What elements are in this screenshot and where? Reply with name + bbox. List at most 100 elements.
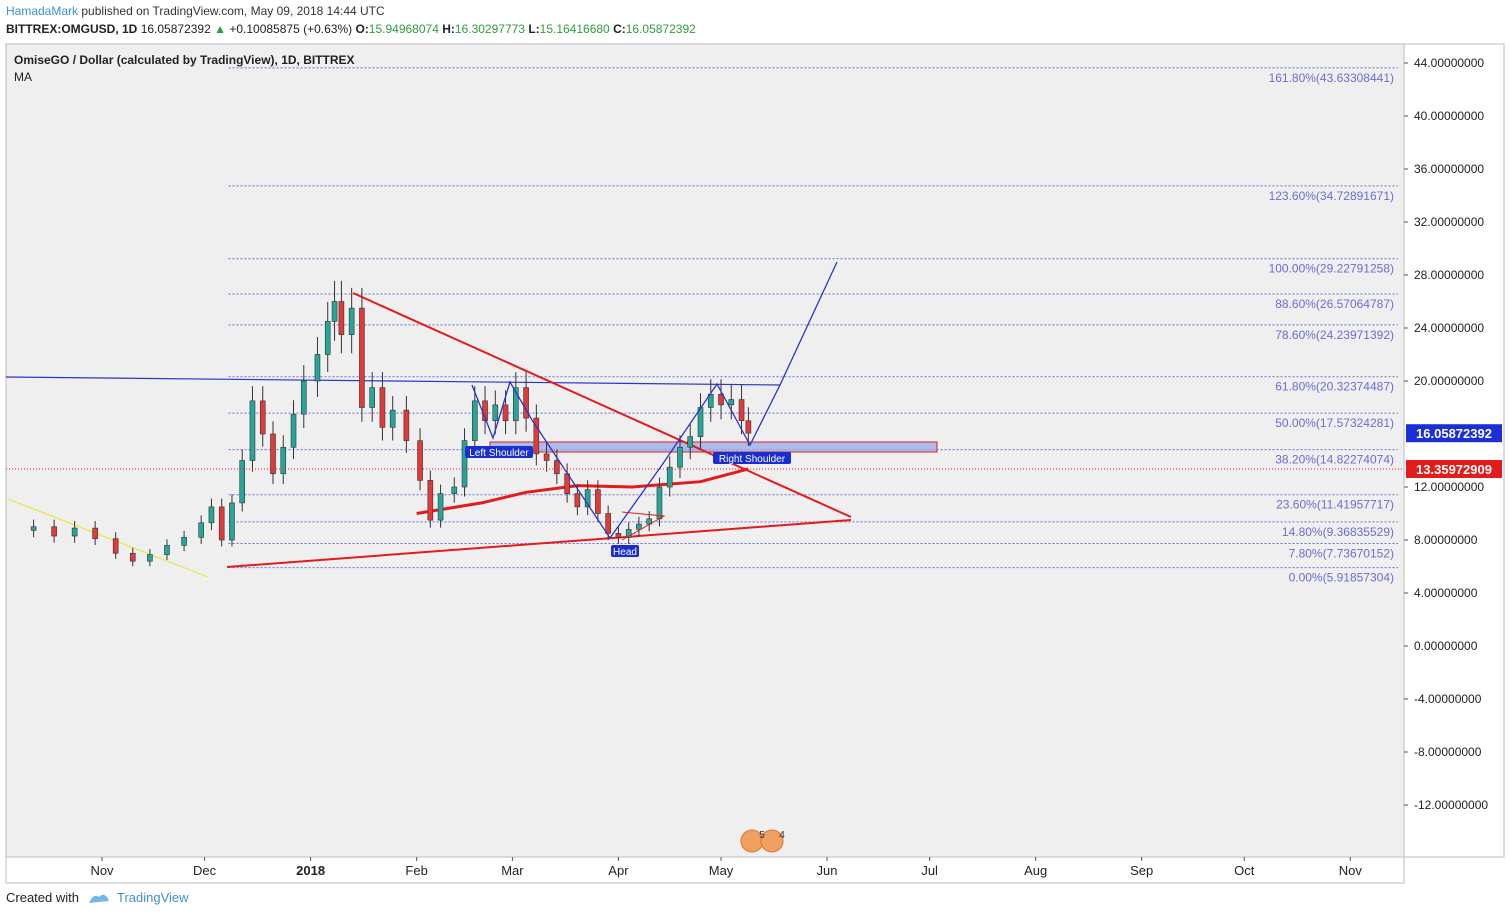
fib-level-label: 7.80%(7.73670152) bbox=[1289, 546, 1394, 560]
head-shoulders-path[interactable] bbox=[471, 261, 838, 540]
candle-body[interactable] bbox=[92, 527, 98, 539]
candle-body[interactable] bbox=[461, 440, 468, 488]
legend-indicator[interactable]: MA bbox=[14, 70, 32, 84]
candle-body[interactable] bbox=[584, 489, 591, 508]
candle-body[interactable] bbox=[331, 301, 338, 322]
candle-body[interactable] bbox=[270, 433, 276, 475]
candle-body[interactable] bbox=[615, 533, 622, 538]
price-tag-label: 13.35972909 bbox=[1416, 462, 1492, 477]
left-shoulder-label-bg bbox=[465, 446, 533, 458]
candle-body[interactable] bbox=[417, 440, 423, 481]
red-lower-trendline[interactable] bbox=[226, 519, 852, 568]
author-link[interactable]: HamadaMark bbox=[6, 4, 79, 18]
y-tick-label: 4.00000000 bbox=[1414, 586, 1478, 600]
candle-body[interactable] bbox=[229, 502, 235, 541]
candle-body[interactable] bbox=[666, 466, 673, 488]
x-tick-label: Aug bbox=[1024, 863, 1047, 878]
candle-body[interactable] bbox=[451, 486, 458, 494]
fib-level-label: 123.60%(34.72891671) bbox=[1269, 189, 1394, 203]
candle-body[interactable] bbox=[324, 321, 331, 355]
time-axis[interactable] bbox=[5, 856, 1405, 884]
price-axis[interactable] bbox=[1403, 43, 1505, 858]
candle-body[interactable] bbox=[147, 554, 153, 562]
ohlc-bar: BITTREX:OMGUSD, 1D 16.05872392 ▲ +0.1008… bbox=[6, 22, 696, 36]
candle-body[interactable] bbox=[728, 399, 735, 406]
tradingview-brand-link[interactable]: TradingView bbox=[116, 890, 189, 905]
fib-level-label: 23.60%(11.41957717) bbox=[1276, 498, 1394, 512]
candle-body[interactable] bbox=[71, 527, 78, 537]
candle-body[interactable] bbox=[533, 417, 540, 455]
event-flag-icon-b[interactable] bbox=[760, 829, 784, 853]
candle-body[interactable] bbox=[437, 493, 444, 521]
fib-level-label: 0.00%(5.91857304) bbox=[1289, 571, 1394, 585]
candle-body[interactable] bbox=[389, 409, 396, 428]
head-label[interactable]: Head bbox=[613, 547, 637, 558]
candle-body[interactable] bbox=[359, 307, 365, 408]
candle-body[interactable] bbox=[51, 526, 57, 537]
candle-body[interactable] bbox=[30, 526, 37, 531]
fib-level-label: 50.00%(17.57324281) bbox=[1275, 416, 1394, 430]
open-label: O: bbox=[355, 22, 369, 36]
candle-body[interactable] bbox=[403, 409, 410, 441]
fib-level-label: 161.80%(43.63308441) bbox=[1269, 71, 1394, 85]
candle-body[interactable] bbox=[208, 506, 215, 524]
price-tag-label: 16.05872392 bbox=[1416, 426, 1492, 441]
legend-title: OmiseGO / Dollar (calculated by TradingV… bbox=[14, 53, 355, 67]
y-tick-label: 12.00000000 bbox=[1414, 480, 1484, 494]
candle-body[interactable] bbox=[369, 387, 375, 408]
candle-body[interactable] bbox=[636, 523, 642, 530]
candle-body[interactable] bbox=[595, 489, 601, 514]
candle-body[interactable] bbox=[687, 436, 694, 448]
candle-body[interactable] bbox=[290, 413, 297, 448]
candle-body[interactable] bbox=[523, 387, 529, 419]
candle-body[interactable] bbox=[164, 544, 170, 555]
y-tick-label: -12.00000000 bbox=[1414, 798, 1488, 812]
candle-body[interactable] bbox=[379, 387, 386, 428]
candle-body[interactable] bbox=[259, 400, 266, 435]
candle-body[interactable] bbox=[543, 453, 550, 461]
candle-body[interactable] bbox=[112, 538, 119, 554]
candle-body[interactable] bbox=[513, 387, 519, 422]
candle-body[interactable] bbox=[239, 460, 246, 504]
pattern-layer bbox=[471, 261, 838, 541]
left-shoulder-label[interactable]: Left Shoulder bbox=[469, 448, 529, 459]
tradingview-logo-icon[interactable] bbox=[87, 891, 111, 905]
candle-body[interactable] bbox=[738, 399, 745, 422]
candle-body[interactable] bbox=[198, 522, 204, 538]
candle-body[interactable] bbox=[625, 529, 632, 538]
candle-body[interactable] bbox=[718, 393, 724, 406]
candle-body[interactable] bbox=[181, 537, 187, 546]
yellow-trendline[interactable] bbox=[7, 498, 209, 578]
candle-body[interactable] bbox=[554, 460, 560, 475]
high-value: 16.30297773 bbox=[454, 22, 525, 36]
candle-body[interactable] bbox=[502, 404, 509, 422]
candle-body[interactable] bbox=[492, 404, 499, 422]
candle-body[interactable] bbox=[280, 446, 287, 475]
candle-body[interactable] bbox=[129, 552, 136, 562]
candle-body[interactable] bbox=[249, 400, 256, 461]
candle-body[interactable] bbox=[656, 486, 663, 520]
candle-body[interactable] bbox=[677, 446, 683, 468]
y-tick-label: -4.00000000 bbox=[1414, 692, 1482, 706]
y-tick-label: -8.00000000 bbox=[1414, 745, 1482, 759]
pennant-arrow[interactable] bbox=[621, 511, 666, 541]
blue-neckline[interactable] bbox=[5, 376, 781, 386]
candle-body[interactable] bbox=[314, 354, 321, 382]
candle-body[interactable] bbox=[348, 307, 355, 335]
events-badge[interactable]: 5 4 bbox=[740, 829, 785, 853]
red-upper-trendline[interactable] bbox=[352, 292, 852, 518]
candle-body[interactable] bbox=[574, 493, 581, 508]
x-tick-label: Feb bbox=[405, 863, 427, 878]
candle-body[interactable] bbox=[218, 506, 225, 541]
candle-body[interactable] bbox=[471, 400, 478, 441]
candle-body[interactable] bbox=[745, 420, 752, 434]
candle-body[interactable] bbox=[338, 301, 345, 335]
candle-body[interactable] bbox=[427, 480, 434, 521]
last-price: 16.05872392 bbox=[140, 22, 211, 36]
x-tick-label: Nov bbox=[90, 863, 114, 878]
candle-body[interactable] bbox=[605, 513, 611, 534]
right-shoulder-label[interactable]: Right Shoulder bbox=[719, 454, 786, 465]
low-label: L: bbox=[528, 22, 540, 36]
candle-body[interactable] bbox=[300, 380, 307, 415]
